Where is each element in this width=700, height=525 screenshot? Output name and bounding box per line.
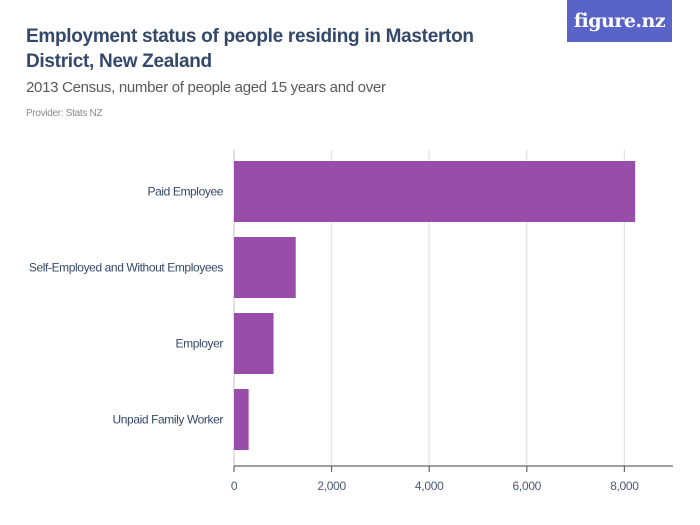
provider-label: Provider: Stats NZ (26, 108, 103, 119)
figure-nz-logo[interactable]: figure.nz (567, 0, 672, 42)
bar[interactable] (234, 389, 249, 450)
chart-title: Employment status of people residing in … (26, 26, 474, 72)
category-label: Unpaid Family Worker (113, 413, 224, 427)
bar[interactable] (234, 313, 274, 374)
bar[interactable] (234, 237, 296, 298)
category-label: Paid Employee (147, 185, 223, 199)
category-labels: Paid Employee Self-Employed and Without E… (29, 185, 224, 427)
x-tick-label: 2,000 (317, 479, 346, 493)
x-tick-label: 0 (231, 479, 238, 493)
x-tick-label: 6,000 (513, 479, 542, 493)
category-label: Employer (176, 337, 224, 351)
bar[interactable] (234, 161, 636, 222)
x-tick-label: 8,000 (610, 479, 639, 493)
chart-subtitle: 2013 Census, number of people aged 15 ye… (26, 79, 386, 96)
x-tick-label: 4,000 (415, 479, 444, 493)
x-axis: 0 2,000 4,000 6,000 8,000 (231, 465, 673, 493)
bars (234, 161, 636, 450)
logo-text: figure.nz (573, 10, 666, 32)
category-label: Self-Employed and Without Employees (29, 261, 224, 275)
